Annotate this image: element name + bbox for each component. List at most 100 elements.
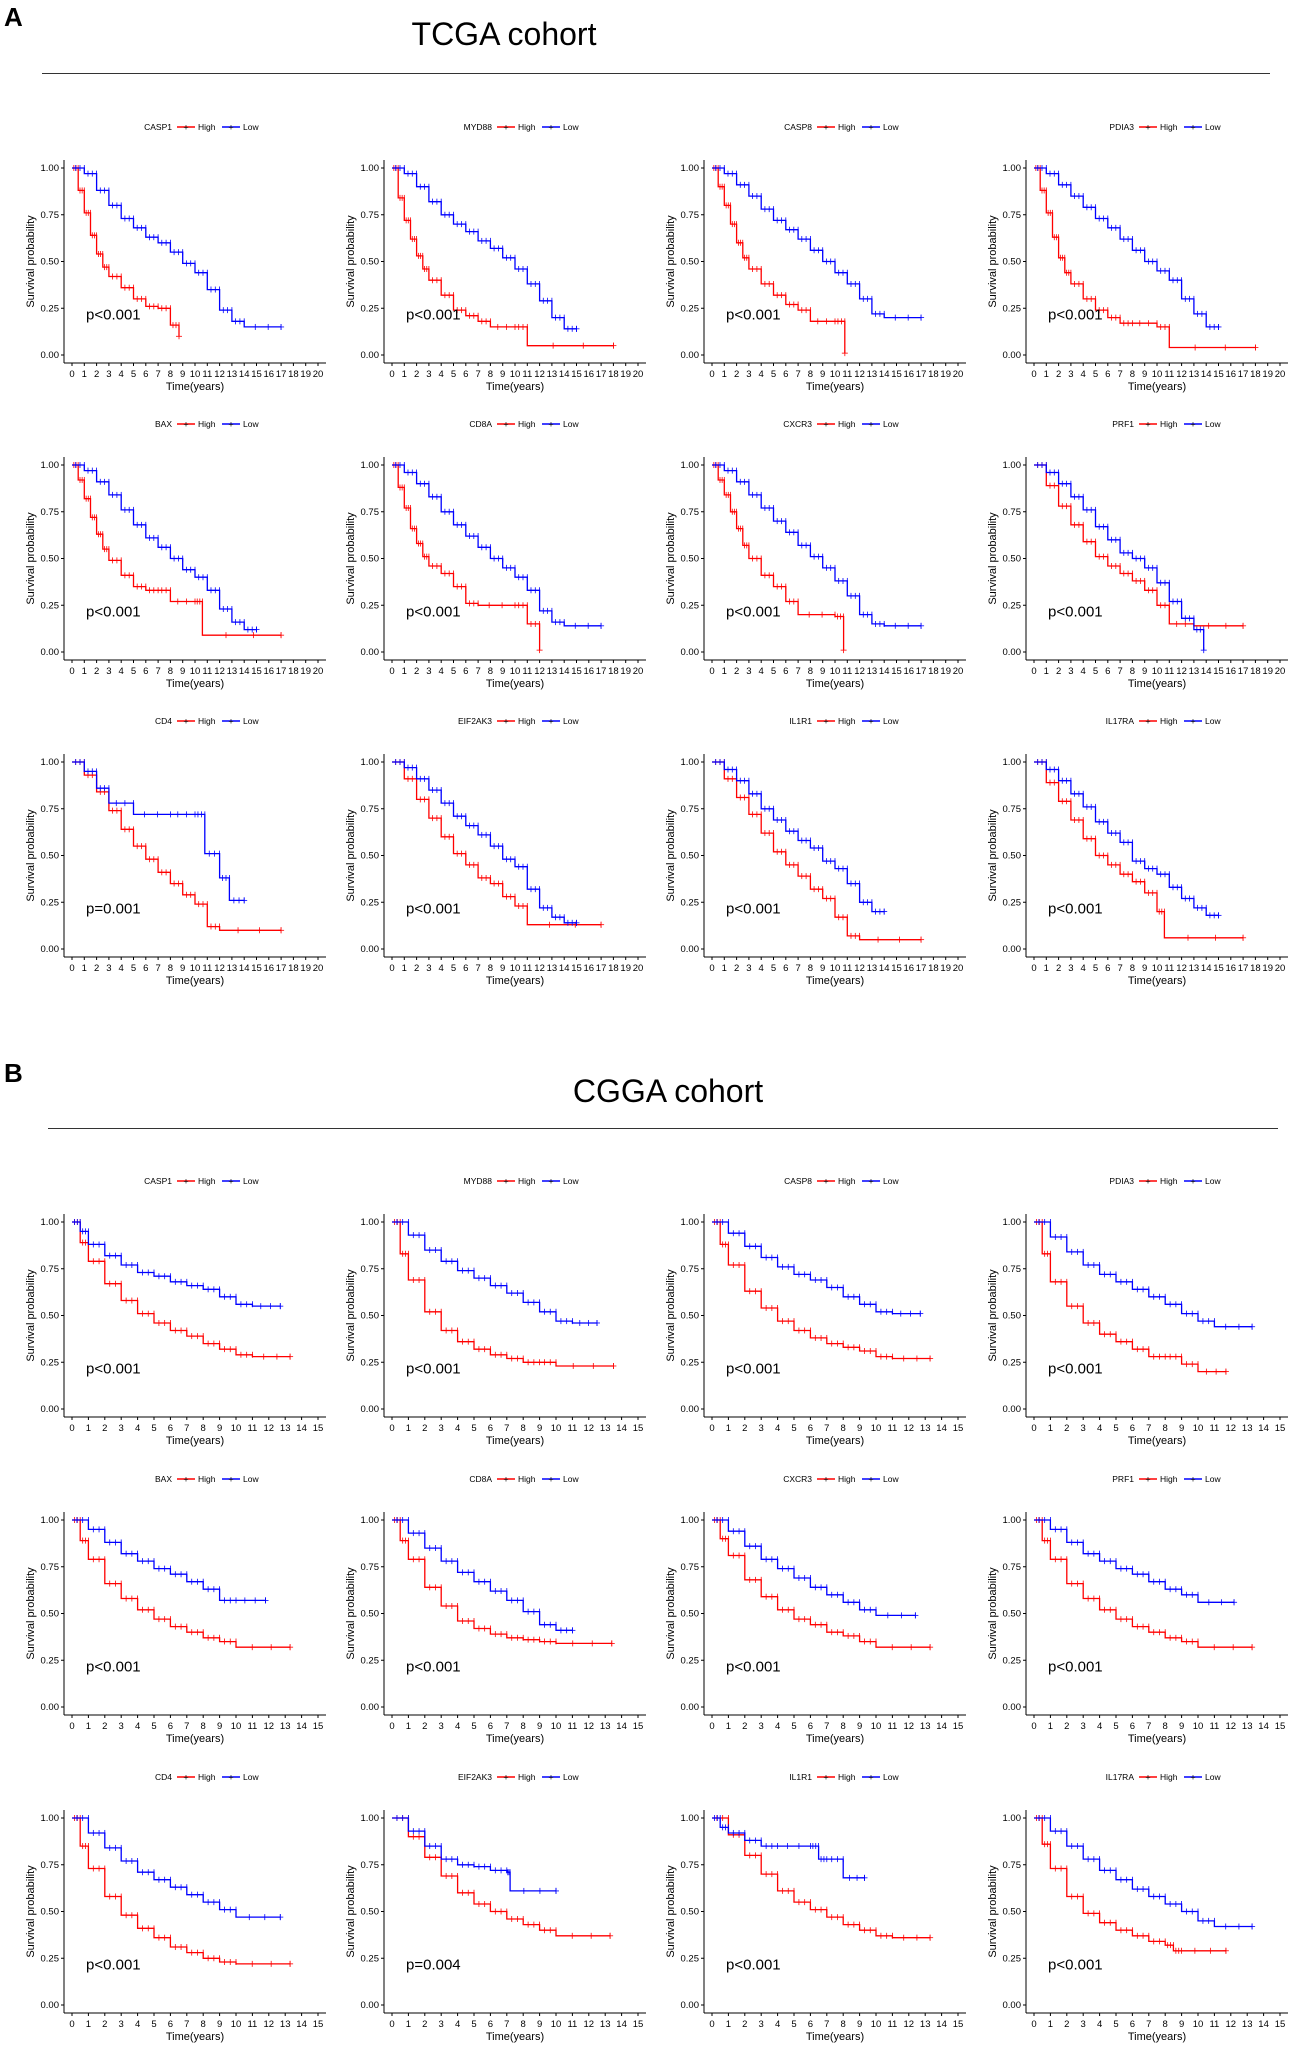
x-tick-label: 10 [830,963,841,974]
x-tick-label: 17 [916,369,927,380]
x-tick-label: 13 [920,1721,931,1732]
x-axis-title: Time(years) [486,678,544,690]
y-tick-label: 0.00 [361,2000,380,2011]
x-tick-label: 0 [709,1423,714,1434]
x-tick-label: 5 [1093,369,1098,380]
legend-high-label: High [198,1176,216,1186]
legend-low-marker: + [548,1475,553,1485]
legend-low-marker: + [228,123,233,133]
km-plot-cgga-cd8a: CD8A + High + Low 0.00 0.25 0.50 0.75 1.00 0 1 2 3 4 5 6… [345,1474,646,1745]
legend-low-label: Low [883,1772,899,1782]
legend-gene-label: PDIA3 [1109,1176,1134,1186]
x-tick-label: 6 [463,963,468,974]
x-tick-label: 12 [584,1423,595,1434]
x-tick-label: 7 [504,1721,509,1732]
y-tick-label: 0.25 [361,1953,380,1964]
x-tick-label: 6 [463,369,468,380]
x-tick-label: 12 [584,2019,595,2030]
x-tick-label: 10 [510,963,521,974]
x-tick-label: 5 [771,369,776,380]
x-tick-label: 1 [406,1423,411,1434]
y-tick-label: 0.50 [41,554,60,565]
x-tick-label: 5 [771,666,776,677]
y-tick-label: 0.75 [361,1860,380,1871]
x-tick-label: 4 [135,1721,140,1732]
x-tick-label: 0 [709,963,714,974]
x-tick-label: 8 [488,666,493,677]
x-axis-title: Time(years) [806,2031,864,2043]
legend-low-marker: + [868,123,873,133]
x-axis-title: Time(years) [486,1435,544,1447]
x-tick-label: 13 [227,666,238,677]
p-value-label: p<0.001 [726,900,781,917]
low-censor-marks [714,1815,868,1881]
x-tick-label: 17 [596,369,607,380]
x-tick-label: 20 [633,963,644,974]
legend-high-label: High [838,1474,856,1484]
x-tick-label: 19 [1262,666,1273,677]
x-tick-label: 1 [402,369,407,380]
x-tick-label: 7 [824,1423,829,1434]
x-tick-label: 19 [940,963,951,974]
x-tick-label: 4 [119,666,124,677]
x-tick-label: 12 [854,666,865,677]
x-tick-label: 15 [313,1721,324,1732]
x-tick-label: 1 [1048,1721,1053,1732]
x-tick-label: 10 [231,1423,242,1434]
high-survival-curve [392,464,541,651]
y-axis-title: Survival probability [987,1865,999,1958]
x-tick-label: 16 [1226,963,1237,974]
x-tick-label: 9 [217,1721,222,1732]
legend-high-marker: + [503,1475,508,1485]
y-tick-label: 0.75 [681,507,700,518]
low-survival-curve [712,761,885,913]
x-tick-label: 1 [1044,666,1049,677]
x-tick-label: 15 [313,1423,324,1434]
x-tick-label: 14 [1258,1423,1269,1434]
x-tick-label: 0 [1031,666,1036,677]
x-tick-label: 3 [426,369,431,380]
x-axis-title: Time(years) [166,1435,224,1447]
x-axis-title: Time(years) [486,381,544,393]
x-tick-label: 12 [1176,963,1187,974]
high-censor-marks [713,165,848,357]
x-tick-label: 2 [414,666,419,677]
x-tick-label: 1 [1044,963,1049,974]
x-tick-label: 13 [867,963,878,974]
legend-gene-label: IL17RA [1106,716,1135,726]
x-tick-label: 12 [214,963,225,974]
y-axis-title: Survival probability [665,809,677,902]
x-tick-label: 11 [567,1721,577,1732]
x-tick-label: 10 [830,666,841,677]
x-tick-label: 6 [488,1423,493,1434]
km-plot-cgga-myd88: MYD88 + High + Low 0.00 0.25 0.50 0.75 1.00 0 1 2 3 4 5… [345,1176,646,1447]
x-tick-label: 19 [300,963,311,974]
y-tick-label: 1.00 [41,1217,60,1228]
y-tick-label: 0.25 [1003,1953,1022,1964]
y-tick-label: 0.00 [361,944,380,955]
x-tick-label: 5 [151,1423,156,1434]
x-tick-label: 10 [1193,1721,1204,1732]
p-value-label: p<0.001 [86,603,141,620]
x-tick-label: 16 [1226,666,1237,677]
km-plot-cgga-eif2ak3: EIF2AK3 + High + Low 0.00 0.25 0.50 0.75 1.00 0 1 2 3… [345,1772,646,2043]
legend: MYD88 + High + Low [464,122,580,133]
legend: PRF1 + High + Low [1112,419,1221,430]
x-tick-label: 0 [69,963,74,974]
x-tick-label: 3 [1068,369,1073,380]
y-tick-label: 0.50 [1003,851,1022,862]
y-axis-title: Survival probability [25,215,37,308]
x-tick-label: 11 [1164,666,1174,677]
x-tick-label: 2 [422,2019,427,2030]
legend-high-marker: + [183,1475,188,1485]
y-tick-label: 0.50 [361,257,380,268]
x-tick-label: 8 [1130,369,1135,380]
p-value-label: p<0.001 [1048,603,1103,620]
y-axis-title: Survival probability [345,809,357,902]
x-tick-label: 14 [559,666,570,677]
panel-a-letter: A [4,2,23,32]
y-tick-label: 0.00 [41,1702,60,1713]
x-tick-label: 18 [288,963,299,974]
y-tick-label: 0.50 [41,851,60,862]
